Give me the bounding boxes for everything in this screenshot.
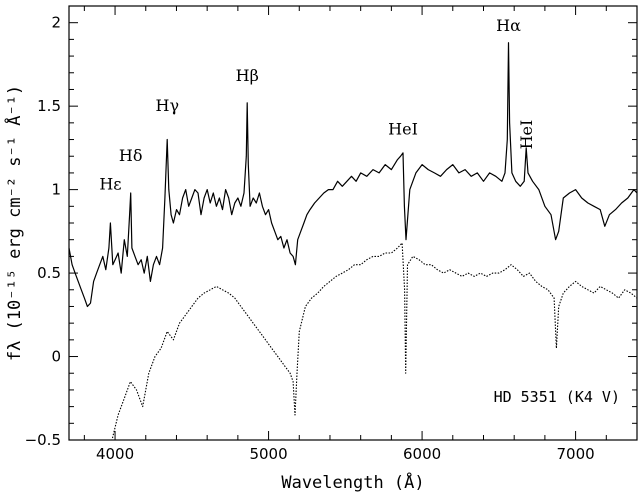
dotted-spectrum-line: [69, 242, 638, 441]
y-tick-label: 2: [51, 14, 61, 32]
x-tick-label: 7000: [557, 445, 595, 463]
axis-ticks: [69, 6, 638, 441]
solid-spectrum-line: [68, 42, 638, 308]
spectral-line-label: HeI: [517, 120, 536, 150]
y-axis-label: fλ (10⁻¹⁵ erg cm⁻² s⁻¹ Å⁻¹): [3, 85, 25, 361]
y-tick-label: 1: [51, 181, 61, 199]
x-tick-label: 5000: [249, 445, 287, 463]
spectral-line-label: Hδ: [119, 146, 143, 165]
spectral-line-label: Hγ: [155, 96, 179, 115]
plot-border: [68, 5, 638, 441]
x-tick-label: 4000: [96, 445, 134, 463]
axis-tick-labels: 4000 5000 6000 7000 −0.5 0 0.5 1 1.5 2: [25, 14, 595, 463]
x-tick-label: 6000: [403, 445, 441, 463]
y-tick-label: 1.5: [37, 97, 61, 115]
spectral-line-label: Hβ: [236, 66, 259, 85]
plot-frame: [68, 5, 638, 441]
y-tick-label: 0.5: [37, 264, 61, 282]
spectral-line-label: HeI: [388, 120, 418, 139]
spectral-line-label: Hα: [496, 16, 521, 35]
line-labels: Hε Hδ Hγ Hβ HeI Hα HeI: [99, 16, 536, 194]
series-layer: [68, 42, 638, 441]
spectral-line-label: Hε: [99, 175, 121, 194]
y-tick-label: 0: [51, 348, 61, 366]
y-tick-label: −0.5: [25, 431, 61, 449]
x-axis-label: Wavelength (Å): [281, 471, 424, 493]
star-annotation: HD 5351 (K4 V): [494, 388, 620, 406]
